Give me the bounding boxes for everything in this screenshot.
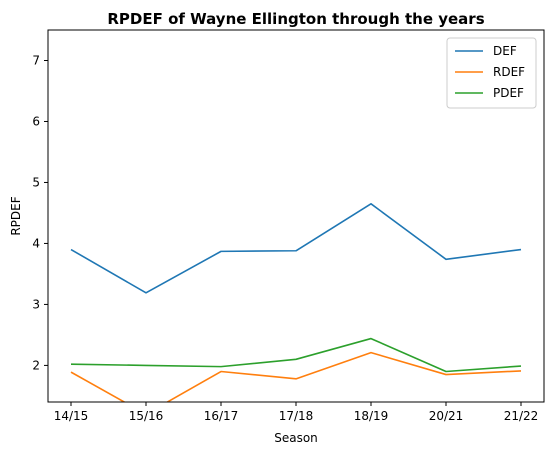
- legend-box: [446, 37, 537, 109]
- y-tick-label: 3: [32, 297, 40, 311]
- legend-label: RDEF: [493, 65, 525, 79]
- x-tick-label: 21/22: [504, 409, 539, 423]
- x-tick-label: 14/15: [54, 409, 89, 423]
- y-tick-label: 6: [32, 114, 40, 128]
- y-axis-label: RPDEF: [9, 196, 23, 235]
- x-axis: 14/15 15/16 16/17 17/18 18/19 20/21 21/22: [54, 402, 539, 423]
- x-tick-label: 18/19: [354, 409, 389, 423]
- x-tick-label: 16/17: [204, 409, 239, 423]
- series-layer: [70, 203, 522, 402]
- y-tick-label: 5: [32, 175, 40, 189]
- chart-title: RPDEF of Wayne Ellington through the yea…: [107, 10, 484, 28]
- x-tick-label: 15/16: [129, 409, 164, 423]
- x-axis-label: Season: [274, 431, 318, 445]
- y-axis: 2 3 4 5 6 7: [32, 53, 48, 372]
- y-tick-label: 2: [32, 358, 40, 372]
- series-line-rdef: [70, 351, 522, 402]
- x-tick-label: 20/21: [429, 409, 464, 423]
- x-tick-label: 17/18: [279, 409, 314, 423]
- y-tick-label: 4: [32, 236, 40, 250]
- series-line-def: [70, 203, 522, 294]
- legend-label: DEF: [493, 44, 517, 58]
- legend-label: PDEF: [493, 86, 524, 100]
- y-tick-label: 7: [32, 53, 40, 67]
- series-line-pdef: [70, 337, 522, 373]
- legend: DEF RDEF PDEF: [446, 37, 537, 109]
